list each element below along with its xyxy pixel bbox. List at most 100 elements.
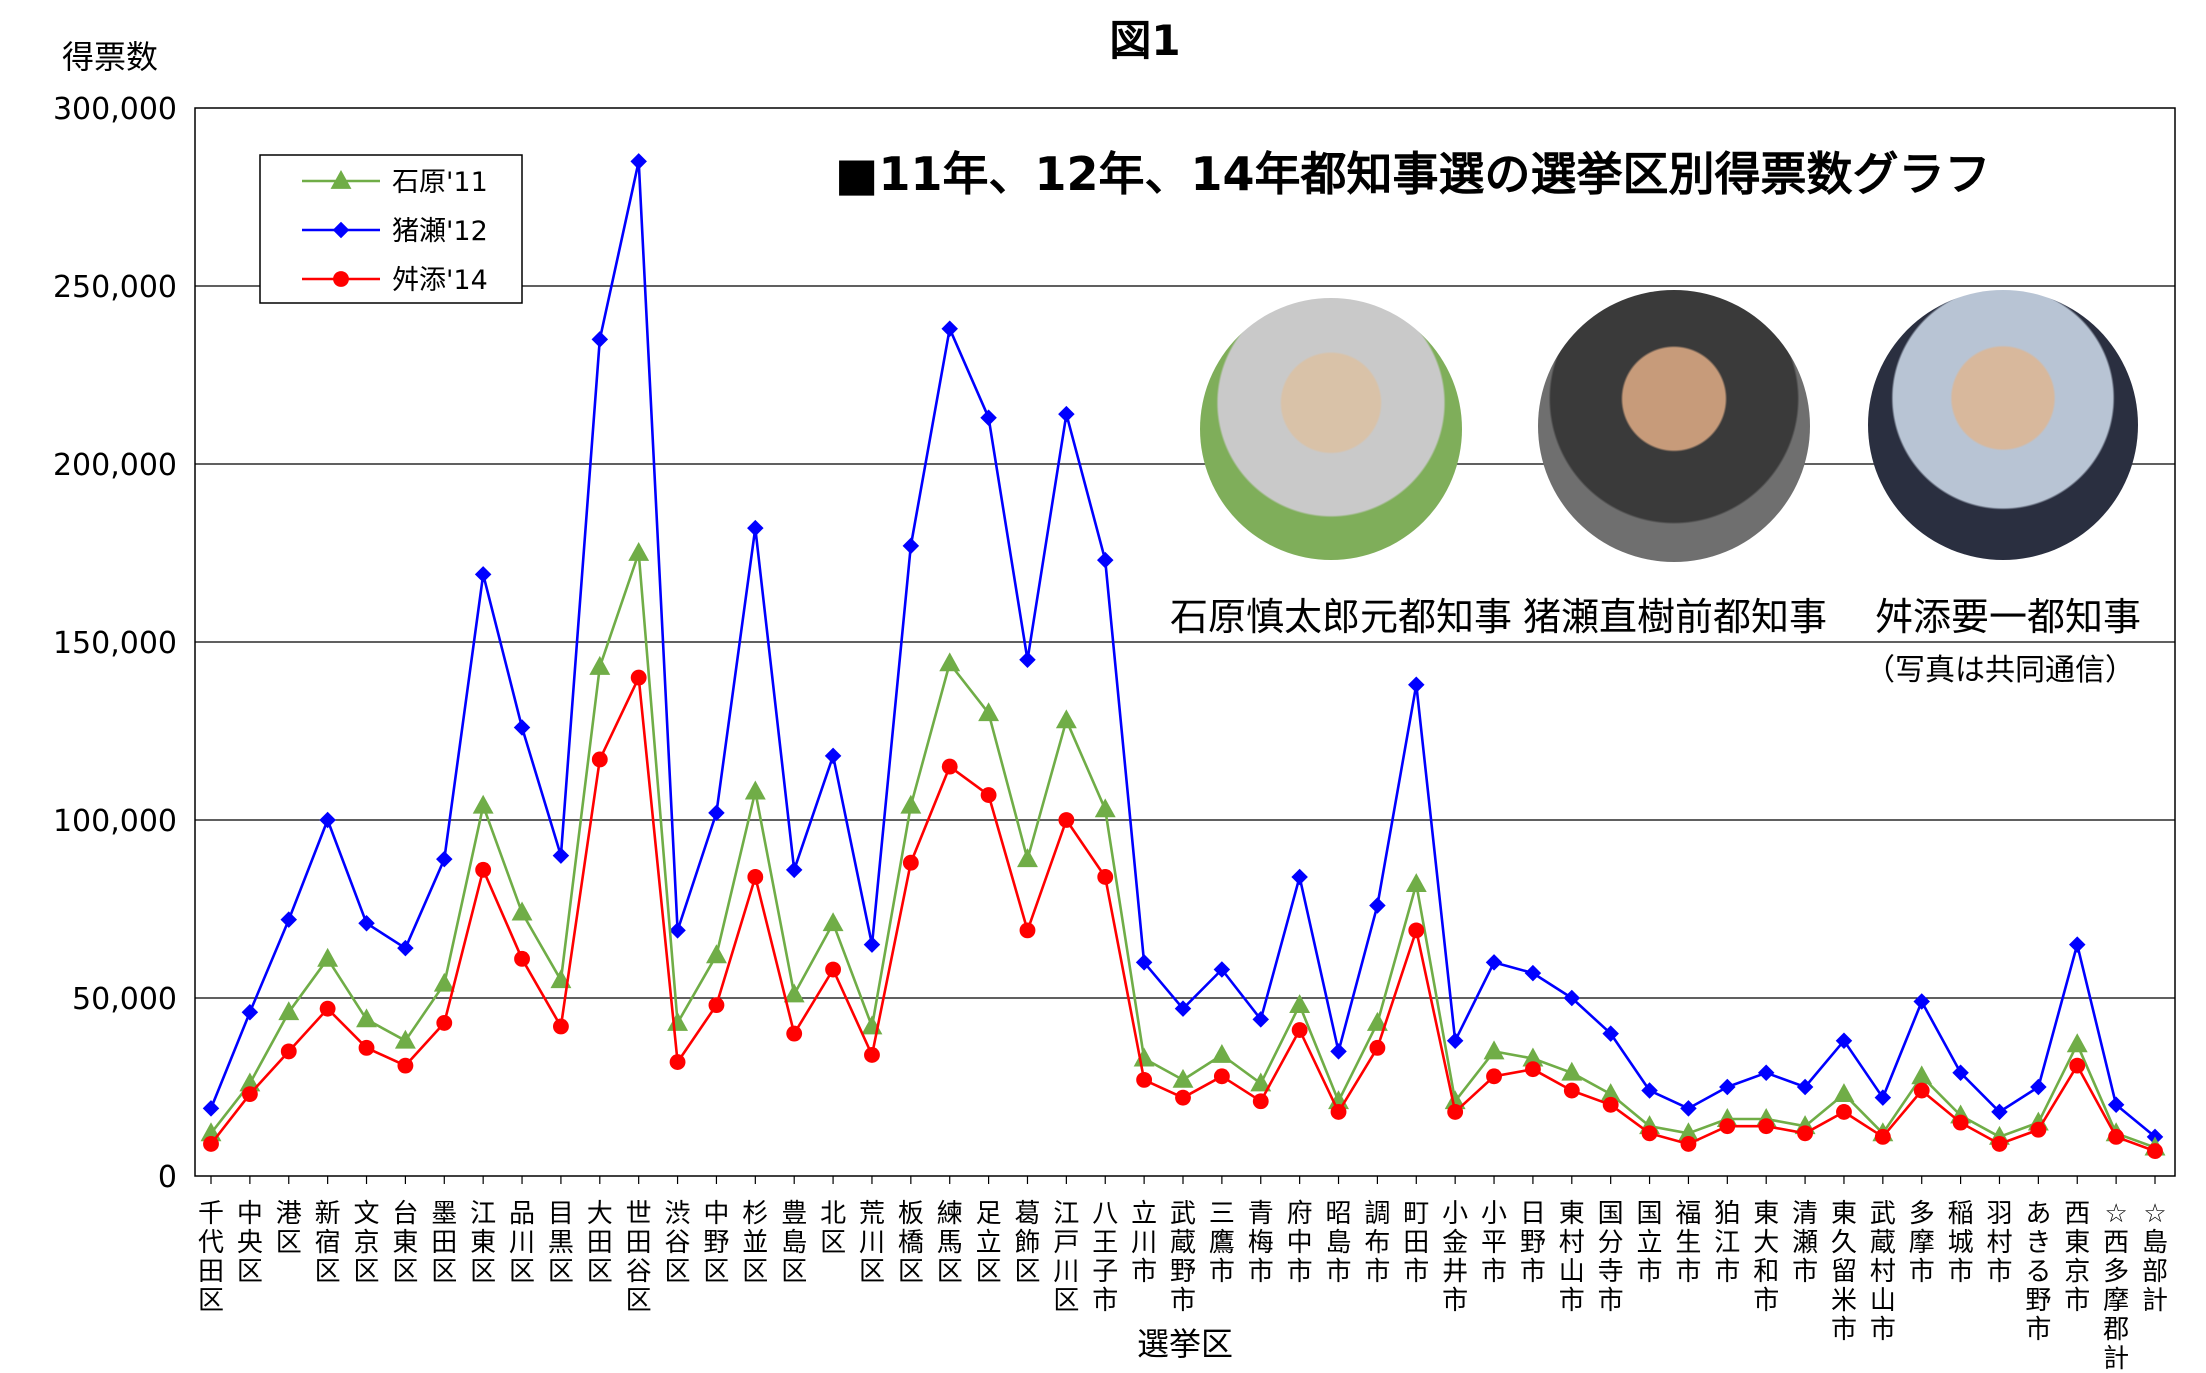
headline: ■11年、12年、14年都知事選の選挙区別得票数グラフ: [835, 147, 1991, 201]
data-point-masuzoe: [1291, 1022, 1308, 1038]
x-tick-label: 狛江市: [1714, 1199, 1740, 1287]
data-point-ishihara: [356, 1008, 377, 1028]
series-lines: [200, 153, 2166, 1159]
data-point-masuzoe: [708, 997, 725, 1014]
data-point-inose: [2107, 1096, 2125, 1114]
data-point-masuzoe: [630, 669, 647, 686]
legend-marker-ishihara: [330, 170, 352, 189]
data-point-masuzoe: [747, 869, 764, 885]
data-point-inose: [241, 1003, 259, 1021]
data-point-ishihara: [783, 983, 805, 1003]
data-point-inose: [1291, 868, 1308, 886]
data-point-masuzoe: [2108, 1128, 2125, 1145]
data-point-masuzoe: [941, 758, 958, 775]
data-point-masuzoe: [1680, 1136, 1697, 1152]
data-point-ishihara: [2066, 1033, 2088, 1053]
data-point-masuzoe: [1097, 869, 1114, 885]
legend-marker-inose: [332, 221, 350, 239]
x-tick-label: 清瀬市: [1792, 1199, 1818, 1287]
figure-label: 図1: [1109, 16, 1180, 65]
x-tick-label: 練馬区: [937, 1199, 963, 1287]
data-point-ishihara: [1211, 1043, 1233, 1063]
data-point-ishihara: [589, 655, 611, 675]
data-point-ishihara: [1017, 848, 1038, 868]
data-point-masuzoe: [1447, 1104, 1464, 1120]
data-point-inose: [1874, 1089, 1892, 1106]
x-tick-label: 府中市: [1287, 1199, 1313, 1287]
portrait-ishihara-photo: [1200, 298, 1462, 560]
data-point-inose: [436, 850, 453, 868]
portrait-masuzoe-photo: [1868, 290, 2138, 560]
data-point-masuzoe: [397, 1057, 414, 1074]
data-point-ishihara: [278, 1001, 300, 1021]
data-point-inose: [708, 804, 725, 822]
data-point-ishihara: [1522, 1047, 1544, 1067]
data-point-inose: [1641, 1082, 1658, 1099]
data-point-ishihara: [511, 901, 533, 921]
data-point-ishihara: [394, 1029, 416, 1049]
data-point-ishihara: [1289, 994, 1311, 1014]
data-point-ishihara: [1444, 1090, 1466, 1110]
x-tick-label: 葛飾区: [1014, 1199, 1040, 1287]
x-tick-label: 目黒区: [548, 1199, 574, 1287]
data-point-masuzoe: [358, 1039, 375, 1056]
data-point-ishihara: [667, 1011, 689, 1031]
data-point-masuzoe: [1369, 1039, 1386, 1056]
data-point-inose: [902, 537, 920, 555]
series-line-inose: [209, 160, 2156, 1138]
data-point-inose: [358, 914, 375, 932]
x-tick-label: 杉並区: [742, 1199, 768, 1287]
data-point-masuzoe: [436, 1015, 453, 1031]
data-point-masuzoe: [1602, 1096, 1619, 1113]
data-point-masuzoe: [1213, 1068, 1230, 1085]
data-point-masuzoe: [2030, 1121, 2047, 1138]
data-point-inose: [1991, 1103, 2008, 1121]
data-point-masuzoe: [1136, 1071, 1153, 1088]
y-tick-label: 100,000: [53, 804, 177, 839]
data-point-masuzoe: [1836, 1104, 1852, 1120]
data-point-inose: [1719, 1078, 1736, 1096]
data-point-masuzoe: [1330, 1104, 1347, 1120]
data-point-inose: [1913, 993, 1930, 1010]
data-point-inose: [552, 847, 570, 864]
data-point-inose: [941, 320, 958, 337]
x-tick-label: 多摩市: [1909, 1199, 1935, 1287]
data-point-inose: [1408, 676, 1425, 693]
data-point-ishihara: [1133, 1047, 1155, 1067]
y-axis-title: 得票数: [62, 38, 158, 76]
x-tick-label: 港区: [276, 1199, 302, 1258]
data-point-masuzoe: [1252, 1093, 1269, 1110]
legend-label-ishihara: 石原'11: [392, 167, 488, 198]
data-point-masuzoe: [1991, 1136, 2008, 1152]
data-point-masuzoe: [2069, 1057, 2086, 1074]
series-inose: [202, 153, 2164, 1146]
x-tick-label: 青梅市: [1248, 1199, 1274, 1287]
y-tick-labels: 0 50,000 100,000 150,000 200,000 250,000 300,0…: [53, 92, 177, 1195]
y-tick-label: 300,000: [53, 92, 177, 127]
data-point-masuzoe: [864, 1047, 880, 1063]
data-point-ishihara: [317, 947, 339, 967]
data-point-inose: [1485, 954, 1503, 971]
data-point-inose: [980, 409, 997, 426]
x-tick-label: 中央区: [237, 1199, 263, 1287]
data-point-masuzoe: [553, 1018, 569, 1035]
data-point-masuzoe: [2147, 1143, 2163, 1159]
x-tick-label: 武蔵村山市: [1870, 1199, 1896, 1345]
data-point-inose: [1680, 1100, 1697, 1117]
x-tick-label: 福生市: [1675, 1199, 1701, 1287]
data-point-inose: [1330, 1043, 1347, 1060]
data-point-masuzoe: [1874, 1128, 1891, 1145]
data-point-inose: [1096, 551, 1114, 569]
x-tick-label: 調布市: [1364, 1199, 1390, 1287]
data-point-inose: [1757, 1064, 1775, 1082]
data-point-inose: [1058, 405, 1075, 423]
x-tick-label: ☆島部計: [2142, 1199, 2168, 1316]
y-tick-label: 200,000: [53, 448, 177, 483]
data-point-ishihara: [1911, 1065, 1933, 1085]
data-point-inose: [1446, 1032, 1464, 1049]
data-point-masuzoe: [1058, 812, 1075, 828]
data-point-masuzoe: [980, 787, 997, 804]
data-point-ishihara: [978, 702, 1000, 722]
legend-label-masuzoe: 舛添'14: [392, 265, 488, 296]
